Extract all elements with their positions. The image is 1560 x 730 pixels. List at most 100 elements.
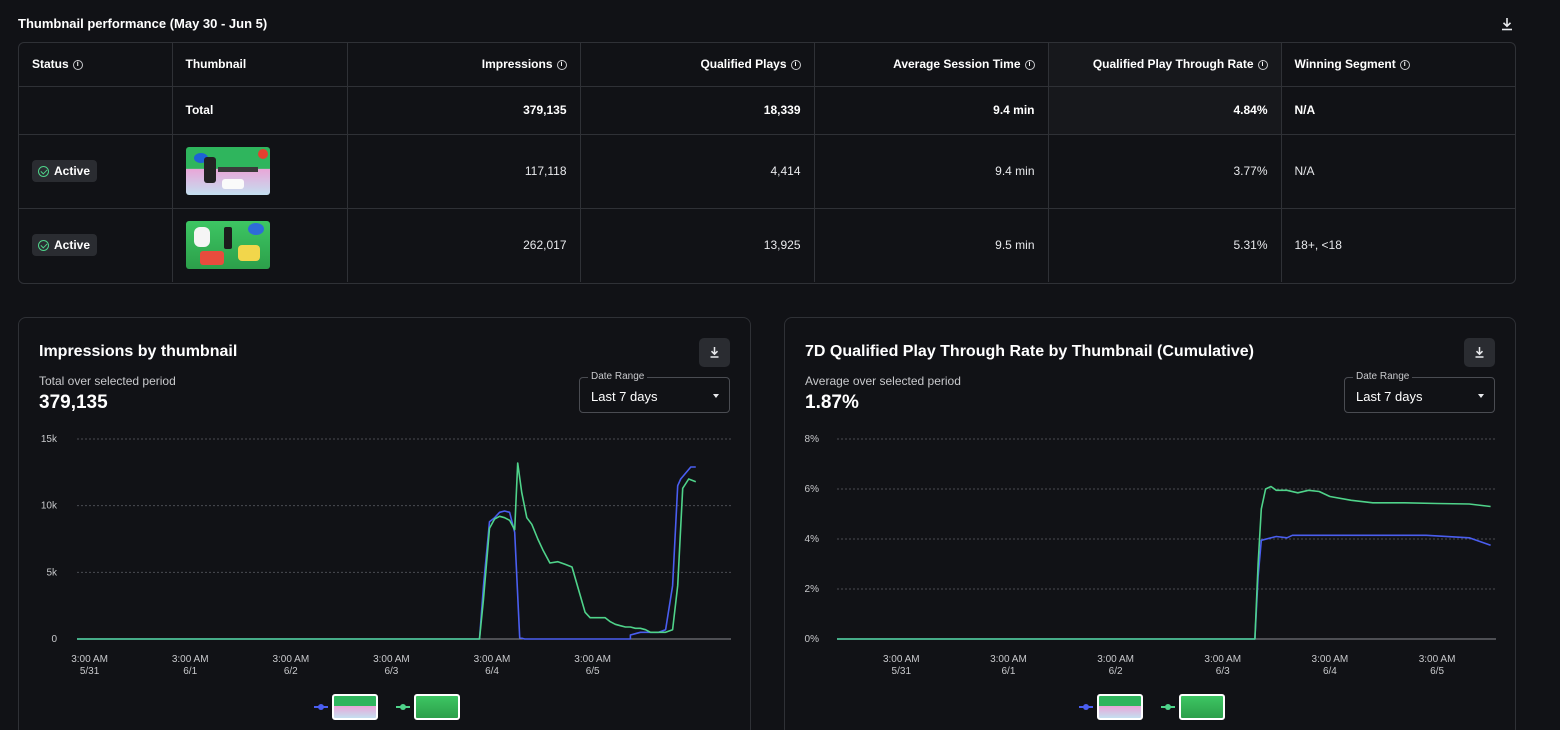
- x-tick-label: 6/1: [1001, 666, 1015, 677]
- legend-thumbnail: [332, 694, 378, 720]
- legend-item[interactable]: [396, 694, 460, 720]
- header-qualified-plays[interactable]: Qualified Plays i: [580, 43, 815, 87]
- header-qptr[interactable]: Qualified Play Through Rate i: [1048, 43, 1282, 87]
- thumbnail-image[interactable]: [185, 147, 270, 195]
- y-tick-label: 15k: [41, 434, 58, 445]
- header-impressions[interactable]: Impressions i: [347, 43, 581, 87]
- x-tick-label: 3:00 AM: [990, 654, 1027, 665]
- qualified-plays-cell: 4,414: [580, 134, 815, 209]
- section-title: Thumbnail performance (May 30 - Jun 5): [18, 16, 268, 31]
- impressions-cell: 262,017: [347, 208, 581, 282]
- check-circle-icon: [38, 165, 49, 177]
- x-tick-label: 3:00 AM: [1204, 654, 1241, 665]
- total-winning: N/A: [1281, 86, 1515, 135]
- thumbnail-performance-table: Status i Thumbnail Impressions i Qualified…: [18, 42, 1516, 284]
- info-icon[interactable]: i: [556, 60, 567, 71]
- series-line: [837, 534, 1491, 640]
- winning-segment-cell: 18+, <18: [1294, 238, 1342, 253]
- date-range-label: Date Range: [1353, 371, 1413, 382]
- total-impressions: 379,135: [347, 86, 581, 135]
- thumbnail-cell: [172, 134, 348, 209]
- x-tick-label: 3:00 AM: [272, 654, 309, 665]
- thumbnail-cell: [172, 208, 348, 282]
- impressions-card: Impressions by thumbnail Total over sele…: [18, 317, 751, 730]
- x-tick-label: 3:00 AM: [1419, 654, 1456, 665]
- status-cell: [19, 86, 173, 135]
- header-winning-segment[interactable]: Winning Segment i: [1281, 43, 1515, 87]
- status-cell: Active: [19, 134, 173, 209]
- info-icon[interactable]: i: [1257, 60, 1268, 71]
- status-cell: Active: [19, 208, 173, 282]
- card-value: 1.87%: [805, 392, 859, 413]
- series-line: [77, 466, 696, 640]
- avg-session-cell: 9.5 min: [814, 208, 1049, 282]
- status-badge: Active: [32, 160, 98, 182]
- info-icon[interactable]: i: [1399, 60, 1410, 71]
- x-tick-label: 6/5: [1430, 666, 1444, 677]
- info-icon[interactable]: i: [72, 60, 83, 71]
- header-status[interactable]: Status i: [19, 43, 173, 87]
- x-tick-label: 6/4: [1323, 666, 1337, 677]
- chart-legend: [1079, 694, 1225, 720]
- series-line: [77, 462, 697, 640]
- x-tick-label: 5/31: [892, 666, 912, 677]
- header-avg-session[interactable]: Average Session Time i: [814, 43, 1049, 87]
- total-qptr: 4.84%: [1048, 86, 1282, 135]
- info-icon[interactable]: i: [1024, 60, 1035, 71]
- download-button[interactable]: [699, 338, 730, 367]
- legend-swatch: [396, 704, 410, 710]
- y-tick-label: 10k: [41, 501, 58, 512]
- download-button[interactable]: [1464, 338, 1495, 367]
- winning-segment-cell: N/A: [1281, 134, 1515, 209]
- legend-item[interactable]: [314, 694, 378, 720]
- x-tick-label: 3:00 AM: [1312, 654, 1349, 665]
- legend-thumbnail: [414, 694, 460, 720]
- total-avg-session: 9.4 min: [814, 86, 1049, 135]
- date-range-value: Last 7 days: [591, 389, 658, 404]
- legend-swatch: [1079, 704, 1093, 710]
- total-label: Total: [172, 86, 348, 135]
- download-icon: [1475, 347, 1484, 358]
- legend-item[interactable]: [1079, 694, 1143, 720]
- table-row-total: Total 379,135 18,339 9.4 min 4.84% N/A: [19, 86, 1515, 135]
- x-tick-label: 6/3: [1216, 666, 1230, 677]
- legend-item[interactable]: [1161, 694, 1225, 720]
- header-thumbnail: Thumbnail: [172, 43, 348, 87]
- x-tick-label: 3:00 AM: [574, 654, 611, 665]
- date-range-value: Last 7 days: [1356, 389, 1423, 404]
- info-icon[interactable]: i: [790, 60, 801, 71]
- legend-thumbnail: [1097, 694, 1143, 720]
- x-tick-label: 6/3: [384, 666, 398, 677]
- download-icon[interactable]: [1499, 16, 1515, 32]
- caret-down-icon: [713, 394, 719, 398]
- card-subtitle: Total over selected period: [39, 374, 176, 388]
- x-tick-label: 3:00 AM: [883, 654, 920, 665]
- y-tick-label: 4%: [805, 534, 820, 545]
- table-header-row: Status i Thumbnail Impressions i Qualified…: [19, 43, 1515, 87]
- y-tick-label: 8%: [805, 434, 820, 445]
- y-tick-label: 5k: [46, 567, 58, 578]
- avg-session-cell: 9.4 min: [814, 134, 1049, 209]
- thumbnail-image[interactable]: [185, 221, 270, 270]
- x-tick-label: 6/5: [586, 666, 600, 677]
- date-range-label: Date Range: [588, 371, 648, 382]
- series-line: [837, 485, 1491, 640]
- table-row: Active 117,118 4,414 9.4 min 3.77% N/A: [19, 134, 1515, 209]
- caret-down-icon: [1478, 394, 1484, 398]
- total-qualified-plays: 18,339: [580, 86, 815, 135]
- x-tick-label: 3:00 AM: [71, 654, 108, 665]
- x-tick-label: 5/31: [80, 666, 100, 677]
- legend-swatch: [1161, 704, 1175, 710]
- x-tick-label: 3:00 AM: [474, 654, 511, 665]
- x-tick-label: 6/2: [284, 666, 298, 677]
- date-range-select[interactable]: Date Range Last 7 days: [579, 371, 730, 413]
- qptr-card: 7D Qualified Play Through Rate by Thumbn…: [784, 317, 1516, 730]
- legend-thumbnail: [1179, 694, 1225, 720]
- table-row: Active 262,017 13,925 9.5 min 5.31% 18+,…: [19, 208, 1515, 282]
- legend-swatch: [314, 704, 328, 710]
- download-icon: [710, 347, 719, 358]
- y-tick-label: 0%: [805, 634, 820, 645]
- qptr-chart: 0%2%4%6%8%3:00 AM5/313:00 AM6/13:00 AM6/…: [805, 434, 1496, 677]
- date-range-select[interactable]: Date Range Last 7 days: [1344, 371, 1495, 413]
